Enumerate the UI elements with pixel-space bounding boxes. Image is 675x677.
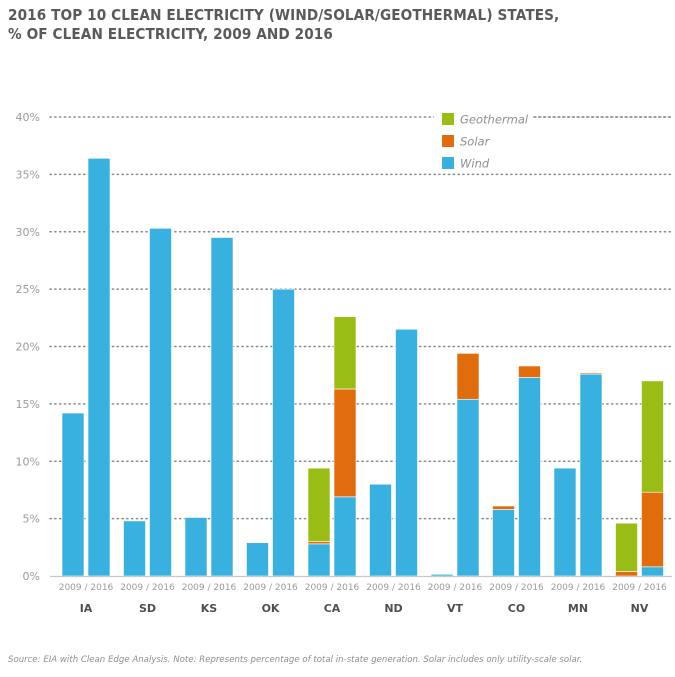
x-category-label: OK xyxy=(262,602,280,615)
bar-group-vt xyxy=(430,353,480,577)
bar-group-nd xyxy=(369,328,418,577)
bar-group-ks xyxy=(184,237,234,577)
x-sub-label: 2009 / 2016 xyxy=(366,583,421,593)
bar-vt-2009-wind xyxy=(430,573,454,577)
bar-ca-2009-geothermal xyxy=(307,467,331,542)
bar-ks-2009-wind xyxy=(184,517,208,577)
x-sub-label: 2009 / 2016 xyxy=(428,583,483,593)
x-category-label: SD xyxy=(139,602,156,615)
x-sub-label: 2009 / 2016 xyxy=(243,583,298,593)
y-tick-label: 30% xyxy=(16,226,40,239)
bar-group-ok xyxy=(246,288,295,577)
x-sub-label: 2009 / 2016 xyxy=(305,583,360,593)
bar-vt-2016-solar xyxy=(456,353,480,400)
bar-nd-2009-wind xyxy=(369,483,392,577)
legend-label-wind: Wind xyxy=(460,157,490,171)
chart-title: 2016 TOP 10 CLEAN ELECTRICITY (WIND/SOLA… xyxy=(8,6,589,44)
bar-ca-2016-solar xyxy=(333,388,357,498)
x-category-label: KS xyxy=(201,602,218,615)
legend: Geothermal Solar Wind xyxy=(434,108,673,172)
legend-swatch-wind xyxy=(442,157,454,169)
y-tick-label: 40% xyxy=(16,111,40,124)
legend-label-solar: Solar xyxy=(460,135,491,149)
bar-nv-2009-geothermal xyxy=(615,522,638,572)
bar-ia-2009-wind xyxy=(61,412,85,577)
bar-group-mn xyxy=(553,372,603,577)
x-category-label: VT xyxy=(447,602,464,615)
bar-nv-2016-solar xyxy=(641,491,664,568)
bar-ok-2009-wind xyxy=(246,542,269,577)
bar-vt-2016-wind xyxy=(456,398,480,577)
bar-mn-2009-wind xyxy=(553,467,577,577)
y-tick-label: 5% xyxy=(23,513,40,526)
bars xyxy=(61,158,664,577)
bar-group-ca xyxy=(307,316,357,577)
bar-ca-2009-wind xyxy=(307,543,331,577)
bar-ks-2016-wind xyxy=(210,237,234,577)
bar-co-2009-wind xyxy=(492,509,515,577)
bar-sd-2016-wind xyxy=(149,228,172,577)
legend-label-geothermal: Geothermal xyxy=(460,113,529,127)
bar-ca-2016-wind xyxy=(333,496,357,577)
bar-nv-2009-solar xyxy=(615,571,638,577)
bar-co-2009-solar xyxy=(492,505,515,510)
bar-group-sd xyxy=(123,228,172,577)
x-category-label: MN xyxy=(568,602,588,615)
gridlines xyxy=(49,116,673,520)
bar-ok-2016-wind xyxy=(272,288,295,577)
chart-title-line-1: 2016 TOP 10 CLEAN ELECTRICITY (WIND/SOLA… xyxy=(8,6,560,24)
bar-ia-2016-wind xyxy=(87,158,111,577)
x-sub-label: 2009 / 2016 xyxy=(551,583,606,593)
bar-mn-2016-wind xyxy=(579,373,603,577)
bar-ca-2016-geothermal xyxy=(333,316,357,390)
bar-co-2016-wind xyxy=(518,377,541,577)
y-tick-label: 0% xyxy=(23,570,40,583)
x-sub-label: 2009 / 2016 xyxy=(489,583,544,593)
x-sub-label: 2009 / 2016 xyxy=(59,583,114,593)
x-category-label: NV xyxy=(631,602,649,615)
bar-group-co xyxy=(492,365,541,577)
y-tick-label: 10% xyxy=(16,455,40,468)
bar-nv-2016-wind xyxy=(641,566,664,577)
bar-co-2016-solar xyxy=(518,365,541,378)
x-category-label: IA xyxy=(80,602,93,615)
x-sub-label: 2009 / 2016 xyxy=(120,583,175,593)
legend-swatch-solar xyxy=(442,135,454,147)
bar-sd-2009-wind xyxy=(123,520,146,577)
bar-nd-2016-wind xyxy=(395,328,418,577)
y-tick-label: 20% xyxy=(16,341,40,354)
y-tick-label: 15% xyxy=(16,398,40,411)
source-note: Source: EIA with Clean Edge Analysis. No… xyxy=(8,655,583,665)
x-sub-label: 2009 / 2016 xyxy=(612,583,667,593)
bar-ca-2009-solar xyxy=(307,541,331,545)
x-category-label: ND xyxy=(384,602,402,615)
bar-group-ia xyxy=(61,158,111,577)
x-category-label: CO xyxy=(508,602,525,615)
y-axis-ticks: 0% 5% 10% 15% 20% 25% 30% 35% 40% xyxy=(16,111,40,583)
chart-title-line-2: % OF CLEAN ELECTRICITY, 2009 AND 2016 xyxy=(8,25,333,43)
x-axis-labels: 2009 / 2016 IA 2009 / 2016 SD 2009 / 2016 KS 2… xyxy=(59,583,667,615)
bar-nv-2016-geothermal xyxy=(641,380,664,493)
x-sub-label: 2009 / 2016 xyxy=(182,583,237,593)
bar-mn-2016-solar xyxy=(579,372,603,375)
bar-group-nv xyxy=(615,380,664,577)
legend-swatch-geothermal xyxy=(442,113,454,125)
y-tick-label: 35% xyxy=(16,168,40,181)
x-category-label: CA xyxy=(324,602,341,615)
y-tick-label: 25% xyxy=(16,283,40,296)
